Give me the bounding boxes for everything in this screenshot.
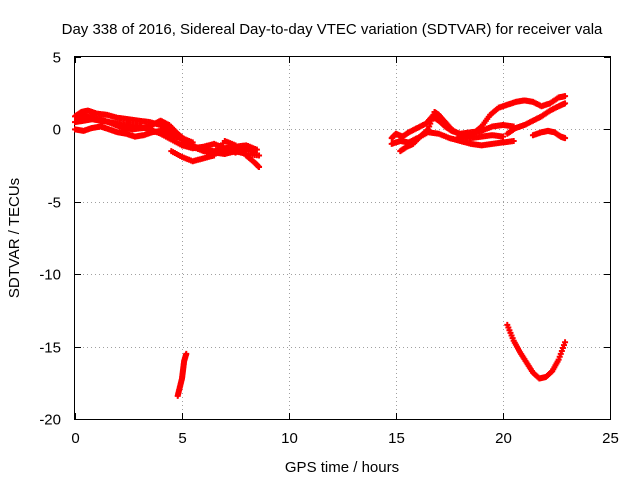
y-tick-label: -20 [39,412,61,429]
series-arc-9 [397,109,506,155]
grid [75,57,610,419]
series-arc-12 [529,127,569,142]
series-arc-11 [504,100,569,137]
data-point [562,339,569,346]
x-tick-label: 15 [388,430,405,447]
x-tick-label: 5 [178,430,186,447]
series-arc-13 [504,321,569,382]
series-arc-6 [174,350,190,399]
chart-title: Day 338 of 2016, Sidereal Day-to-day VTE… [62,21,603,38]
y-tick-label: -15 [39,340,61,357]
data-point [562,100,569,107]
x-tick-label: 25 [602,430,619,447]
x-tick-label: 10 [281,430,298,447]
y-tick-label: -10 [39,267,61,284]
data-point [256,152,263,159]
y-tick-label: 5 [53,50,61,67]
y-tick-label: -5 [48,195,61,212]
data-point [256,164,263,171]
data-point [510,137,517,144]
data-point [562,135,569,142]
x-tick-label: 0 [71,430,79,447]
axis-ticks: 0 5 10 15 20 25 5 0 -5 -10 -15 -20 [39,50,619,448]
y-tick-label: 0 [53,122,61,139]
data-point [253,146,260,153]
series-arc-10 [452,93,569,143]
y-axis-label: SDTVAR / TECUs [6,178,23,298]
data-point [500,133,506,140]
data-point [562,93,569,100]
x-axis-label: GPS time / hours [285,459,399,476]
series-arc-5 [168,137,263,171]
plot-frame [74,56,611,420]
data-point [183,350,190,357]
x-tick-label: 20 [495,430,512,447]
data-points [72,93,569,399]
